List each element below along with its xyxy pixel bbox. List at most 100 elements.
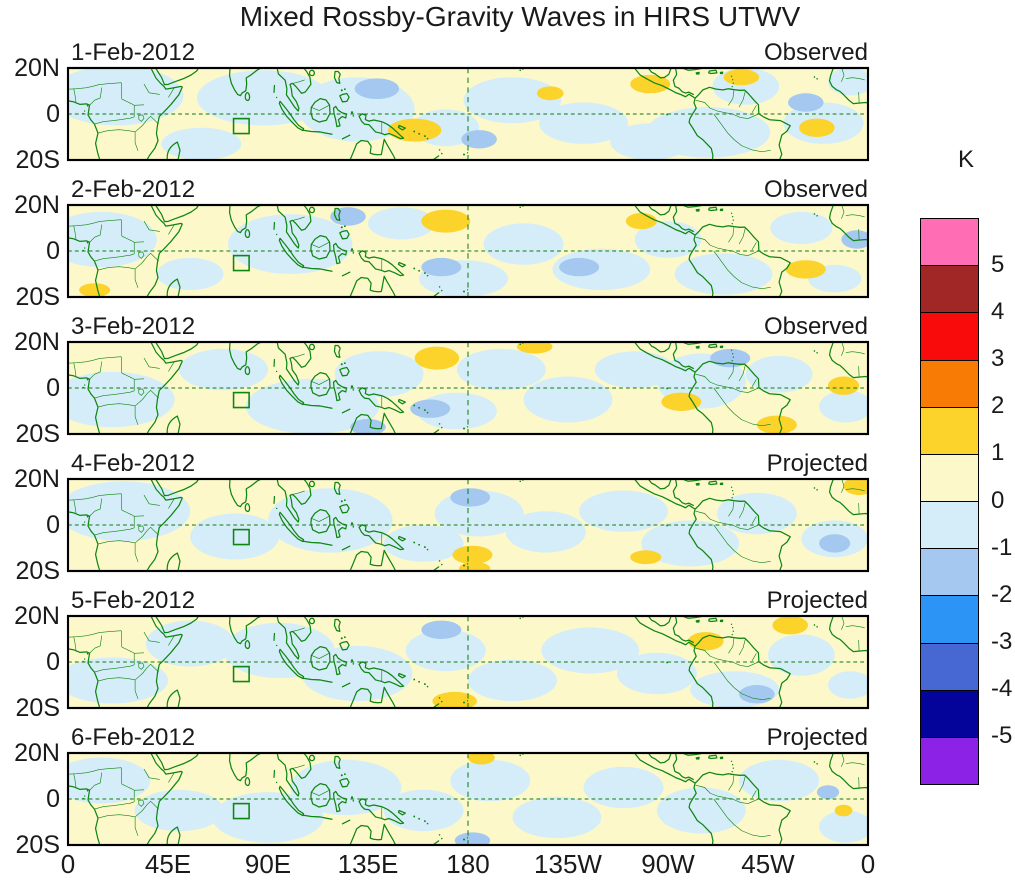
colorbar-tick-label: 2 xyxy=(991,392,1005,420)
panel-status-label: Observed xyxy=(763,39,868,66)
anomaly-blob xyxy=(383,789,464,832)
anomaly-blob xyxy=(505,511,586,553)
anomaly-blob xyxy=(799,118,835,137)
anomaly-blob xyxy=(630,550,662,565)
anomaly-blob xyxy=(468,659,557,702)
anomaly-blob xyxy=(179,348,268,391)
xaxis-tick-label: 135W xyxy=(534,849,602,879)
anomaly-blob xyxy=(656,787,746,834)
anomaly-field xyxy=(68,68,868,160)
anomaly-blob xyxy=(68,481,191,542)
anomaly-blob xyxy=(196,70,331,126)
anomaly-blob xyxy=(523,376,613,423)
anomaly-blob xyxy=(536,86,564,101)
colorbar-tick-label: -1 xyxy=(991,533,1013,561)
anomaly-blob xyxy=(68,657,168,704)
colorbar-segment xyxy=(921,454,978,503)
anomaly-blob xyxy=(405,629,486,672)
anomaly-blob xyxy=(841,230,868,249)
colorbar xyxy=(920,218,979,785)
panel-date-label: 4-Feb-2012 xyxy=(71,450,196,477)
yaxis-label-20n: 20N xyxy=(14,328,60,356)
anomaly-blob xyxy=(625,213,657,230)
colorbar-tick-label: 5 xyxy=(991,251,1005,279)
panel-status-label: Observed xyxy=(763,176,868,203)
colorbar-segment xyxy=(921,737,978,785)
anomaly-blob xyxy=(819,810,868,843)
anomaly-blob xyxy=(410,399,451,418)
anomaly-blob xyxy=(579,490,668,532)
yaxis-label-equator: 0 xyxy=(46,100,60,128)
anomaly-blob xyxy=(350,419,386,434)
anomaly-blob xyxy=(483,223,564,265)
anomaly-blob xyxy=(630,74,671,94)
anomaly-blob xyxy=(816,785,840,799)
anomaly-blob xyxy=(388,118,442,142)
anomaly-blob xyxy=(772,616,808,635)
anomaly-blob xyxy=(641,520,740,567)
yaxis-label-20s: 20S xyxy=(15,420,60,448)
xaxis-tick-label: 90E xyxy=(244,849,292,879)
anomaly-blob xyxy=(79,283,111,297)
colorbar-segment xyxy=(921,690,978,738)
yaxis-label-equator: 0 xyxy=(46,237,60,265)
anomaly-blob xyxy=(134,789,224,832)
map-panel-5: 5-Feb-2012 Projected 20N 0 20S xyxy=(0,587,1015,721)
anomaly-blob xyxy=(145,620,235,667)
colorbar-segment xyxy=(921,219,978,267)
anomaly-blob xyxy=(290,759,402,816)
colorbar-tick-label: 3 xyxy=(991,345,1005,373)
anomaly-blob xyxy=(450,488,491,507)
colorbar-segment xyxy=(921,502,978,550)
anomaly-blob xyxy=(512,796,602,839)
panel-status-label: Projected xyxy=(766,724,868,751)
map-canvas xyxy=(66,751,870,847)
xaxis-tick-label: 180 xyxy=(446,849,490,879)
colorbar-tick-label: -2 xyxy=(991,580,1013,608)
colorbar-tick-label: -4 xyxy=(991,674,1013,702)
anomaly-blob xyxy=(828,671,868,699)
yaxis-label-equator: 0 xyxy=(46,648,60,676)
anomaly-blob xyxy=(468,753,495,765)
colorbar-segment xyxy=(921,643,978,691)
yaxis-label-equator: 0 xyxy=(46,374,60,402)
colorbar-tick-label: 4 xyxy=(991,298,1005,326)
page-title: Mixed Rossby-Gravity Waves in HIRS UTWV xyxy=(239,1,801,32)
yaxis-label-equator: 0 xyxy=(46,511,60,539)
colorbar-tick-label: -3 xyxy=(991,627,1013,655)
anomaly-blob xyxy=(756,415,797,434)
map-canvas xyxy=(66,614,870,710)
map-frame xyxy=(66,751,870,847)
anomaly-blob xyxy=(723,69,760,86)
yaxis-label-20s: 20S xyxy=(15,557,60,585)
anomaly-blob xyxy=(834,804,853,817)
anomaly-field xyxy=(68,753,868,845)
anomaly-blob xyxy=(461,130,497,149)
anomaly-blob xyxy=(454,832,491,845)
yaxis-label-20n: 20N xyxy=(14,465,60,493)
anomaly-blob xyxy=(68,757,151,804)
colorbar-tick-label: 0 xyxy=(991,486,1005,514)
anomaly-blob xyxy=(68,68,184,126)
yaxis-label-20s: 20S xyxy=(15,283,60,311)
yaxis-label-20n: 20N xyxy=(14,739,60,767)
anomaly-blob xyxy=(421,209,471,233)
anomaly-blob xyxy=(843,479,868,496)
panel-date-label: 1-Feb-2012 xyxy=(71,39,196,66)
map-panel-2: 2-Feb-2012 Observed 20N 0 20S xyxy=(0,176,1015,310)
colorbar-tick-label: 1 xyxy=(991,439,1005,467)
map-frame xyxy=(66,340,870,436)
anomaly-blob xyxy=(819,534,851,553)
colorbar-segment xyxy=(921,360,978,408)
colorbar-segment xyxy=(921,407,978,455)
anomaly-blob xyxy=(594,351,675,388)
anomaly-blob xyxy=(710,348,751,368)
anomaly-blob xyxy=(645,107,771,158)
anomaly-blob xyxy=(828,376,860,395)
map-frame xyxy=(66,614,870,710)
map-frame xyxy=(66,477,870,573)
anomaly-blob xyxy=(354,78,400,100)
map-canvas xyxy=(66,477,870,573)
map-canvas xyxy=(66,203,870,299)
